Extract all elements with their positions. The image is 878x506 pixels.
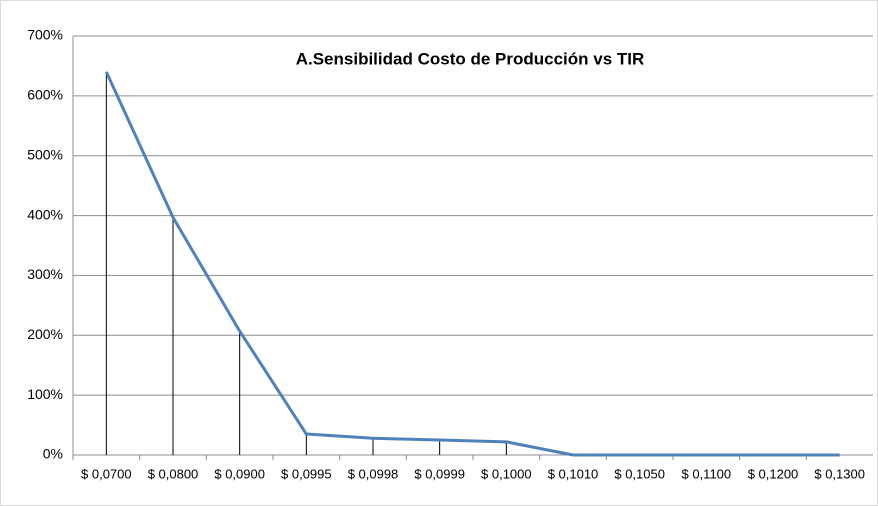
x-tick-label: $ 0,0998	[348, 466, 399, 481]
y-tick-label: 200%	[27, 326, 63, 342]
y-tick-label: 300%	[27, 266, 63, 282]
x-tick-label: $ 0,0800	[148, 466, 199, 481]
y-tick-label: 100%	[27, 386, 63, 402]
x-tick-label: $ 0,1000	[481, 466, 532, 481]
x-tick-label: $ 0,1200	[748, 466, 799, 481]
x-tick-label: $ 0,0995	[281, 466, 332, 481]
data-line	[104, 71, 840, 457]
y-tick-label: 400%	[27, 206, 63, 222]
y-tick-label: 700%	[27, 27, 63, 43]
x-tick-label: $ 0,1100	[682, 466, 732, 481]
x-tick-label: $ 0,0900	[214, 466, 265, 481]
x-tick-label: $ 0,1010	[548, 466, 599, 481]
y-tick-label: 0%	[43, 446, 63, 462]
chart-title: A.Sensibilidad Costo de Producción vs TI…	[296, 49, 645, 68]
x-tick-label: $ 0,0999	[414, 466, 465, 481]
x-tick-label: $ 0,0700	[81, 466, 132, 481]
x-tick-label: $ 0,1050	[614, 466, 665, 481]
x-tick-label: $ 0,1300	[814, 466, 865, 481]
y-tick-label: 600%	[27, 87, 63, 103]
y-tick-label: 500%	[27, 146, 63, 162]
